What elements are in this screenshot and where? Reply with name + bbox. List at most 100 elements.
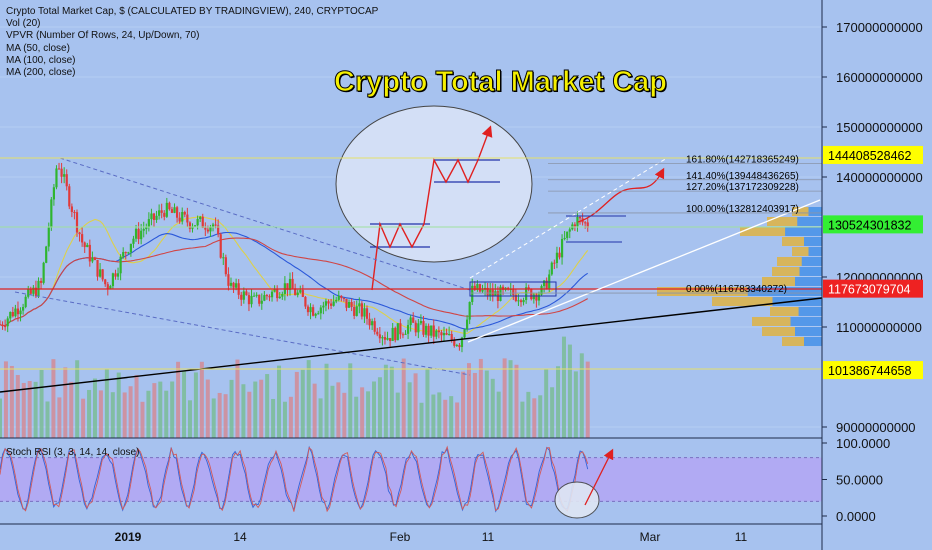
consolidation-box bbox=[469, 281, 557, 297]
candle-body-172 bbox=[440, 332, 443, 336]
candle-body-73 bbox=[186, 214, 189, 223]
candle-body-225 bbox=[576, 216, 579, 227]
legend-volume[interactable]: Vol (20) bbox=[6, 18, 41, 30]
volume-bar-52 bbox=[306, 360, 311, 438]
stoch-rsi-label[interactable]: Stoch RSI (3, 3, 14, 14, close) bbox=[6, 447, 140, 458]
candle-body-110 bbox=[281, 293, 284, 297]
time-axis[interactable]: 2019 14 Feb 11 Mar 11 bbox=[0, 523, 822, 544]
candle-body-117 bbox=[299, 290, 302, 293]
volume-bar-43 bbox=[253, 381, 258, 438]
candle-body-228 bbox=[584, 222, 587, 224]
vpvr-row-up-9 bbox=[712, 297, 773, 306]
candle-body-125 bbox=[319, 307, 322, 314]
candle-body-3 bbox=[6, 318, 9, 327]
candle-body-109 bbox=[278, 296, 281, 299]
candle-body-38 bbox=[96, 259, 99, 277]
legend-ma200[interactable]: MA (200, close) bbox=[6, 67, 76, 79]
volume-bar-9 bbox=[51, 359, 56, 438]
candle-body-61 bbox=[155, 215, 158, 220]
time-tick-label-1: 14 bbox=[233, 530, 247, 544]
vpvr-row-up-12 bbox=[762, 327, 795, 336]
candle-body-67 bbox=[170, 209, 174, 213]
candle-body-13 bbox=[32, 287, 35, 294]
candle-body-10 bbox=[24, 296, 27, 307]
candle-body-131 bbox=[335, 299, 338, 302]
volume-bar-89 bbox=[526, 391, 531, 438]
legend-vpvr[interactable]: VPVR (Number Of Rows, 24, Up/Down, 70) bbox=[6, 30, 200, 42]
volume-bar-81 bbox=[478, 358, 483, 438]
indicator-legend: Crypto Total Market Cap, $ (CALCULATED B… bbox=[6, 6, 378, 79]
channel-upper bbox=[59, 157, 471, 291]
candle-body-69 bbox=[175, 207, 179, 218]
candle-body-43 bbox=[109, 286, 112, 290]
volume-bar-39 bbox=[229, 379, 234, 438]
volume-bar-19 bbox=[110, 392, 115, 438]
candle-body-51 bbox=[129, 243, 132, 253]
legend-ma50[interactable]: MA (50, close) bbox=[6, 42, 70, 54]
volume-bar-31 bbox=[182, 371, 187, 438]
candle-body-202 bbox=[517, 300, 520, 302]
volume-bar-15 bbox=[87, 389, 92, 438]
pattern-overlay bbox=[335, 105, 533, 291]
candle-body-37 bbox=[93, 258, 97, 260]
moving-averages bbox=[0, 215, 589, 334]
candle-body-134 bbox=[342, 298, 346, 300]
candle-body-168 bbox=[430, 325, 433, 336]
volume-bar-53 bbox=[312, 383, 317, 438]
candle-body-123 bbox=[314, 313, 317, 316]
volume-bar-98 bbox=[579, 353, 584, 438]
candle-body-175 bbox=[448, 334, 451, 336]
legend-ma100[interactable]: MA (100, close) bbox=[6, 54, 76, 66]
candle-body-229 bbox=[586, 222, 589, 228]
volume-bar-44 bbox=[259, 379, 264, 438]
rsi-arrow bbox=[584, 448, 614, 506]
candle-body-60 bbox=[152, 213, 156, 220]
candle-body-1 bbox=[1, 324, 4, 327]
candle-body-86 bbox=[219, 234, 222, 258]
candle-body-57 bbox=[145, 227, 148, 230]
candle-body-103 bbox=[263, 295, 266, 301]
trend-drawings bbox=[0, 157, 823, 393]
candle-body-11 bbox=[27, 289, 30, 297]
candle-body-36 bbox=[91, 258, 94, 262]
candle-body-135 bbox=[345, 298, 348, 308]
volume-bar-10 bbox=[57, 397, 62, 438]
candle-body-187 bbox=[478, 284, 482, 292]
candle-body-218 bbox=[558, 252, 561, 258]
fib-label-0: 161.80%(142718365249) bbox=[686, 154, 799, 165]
candle-body-48 bbox=[122, 252, 125, 257]
candle-body-64 bbox=[163, 212, 166, 217]
volume-bar-51 bbox=[300, 369, 305, 438]
price-tag-3 bbox=[823, 361, 923, 380]
support-trendline bbox=[0, 297, 823, 393]
volume-bar-41 bbox=[241, 384, 246, 438]
candle-body-90 bbox=[229, 282, 233, 286]
volume-bar-37 bbox=[217, 392, 222, 438]
candle-body-166 bbox=[424, 325, 428, 335]
candle-body-100 bbox=[255, 294, 258, 296]
volume-bar-8 bbox=[45, 401, 50, 438]
candle-body-186 bbox=[476, 284, 479, 291]
volume-bar-16 bbox=[92, 378, 97, 438]
candle-body-78 bbox=[199, 216, 202, 220]
candle-body-211 bbox=[540, 286, 543, 295]
candle-body-99 bbox=[252, 295, 256, 297]
volume-bar-27 bbox=[158, 381, 163, 438]
legend-symbol[interactable]: Crypto Total Market Cap, $ (CALCULATED B… bbox=[6, 6, 379, 17]
vpvr-row-up-13 bbox=[782, 337, 804, 346]
volume-bar-88 bbox=[520, 401, 525, 438]
candle-body-91 bbox=[232, 282, 235, 288]
candle-body-157 bbox=[401, 334, 405, 336]
rising-channel-top bbox=[469, 157, 668, 279]
vpvr-row-up-5 bbox=[777, 257, 802, 266]
candle-body-4 bbox=[9, 311, 12, 319]
candle-body-212 bbox=[542, 280, 546, 287]
vpvr-row-up-0 bbox=[792, 207, 809, 216]
volume-bar-60 bbox=[354, 396, 359, 438]
volume-bar-54 bbox=[318, 398, 323, 438]
volume-bar-83 bbox=[490, 378, 495, 438]
candle-body-226 bbox=[578, 216, 582, 219]
volume-bar-85 bbox=[502, 358, 507, 438]
